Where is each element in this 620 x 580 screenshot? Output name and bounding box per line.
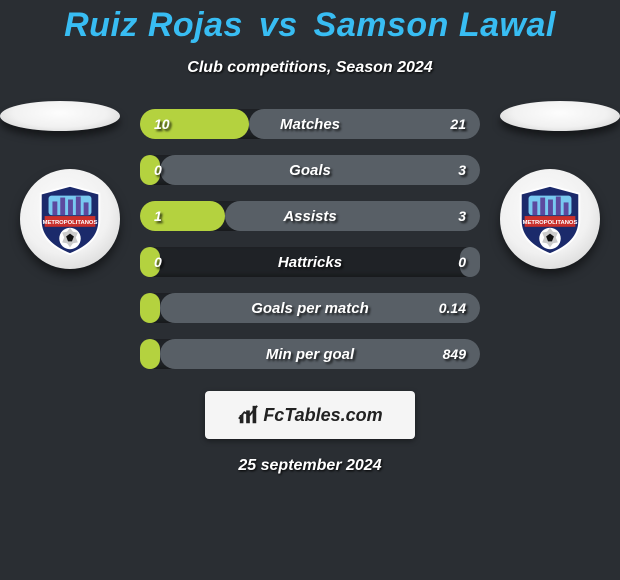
logo-circle-left: METROPOLITANOS (20, 169, 120, 269)
stat-value-left: 0 (154, 162, 162, 178)
stat-value-right: 849 (443, 346, 466, 362)
vs-separator: vs (259, 6, 298, 44)
stat-label: Goals per match (251, 300, 369, 317)
platform-disc-left (0, 101, 120, 131)
stat-label: Matches (280, 116, 340, 133)
stat-value-right: 0.14 (439, 300, 466, 316)
stat-label: Assists (283, 208, 336, 225)
stat-label: Goals (289, 162, 331, 179)
crest-icon: METROPOLITANOS (31, 180, 109, 258)
stat-row: 0.14 Goals per match (140, 293, 480, 323)
date-label: 25 september 2024 (0, 457, 620, 475)
stat-label: Min per goal (266, 346, 354, 363)
comparison-panel: METROPOLITANOS METROPOLITANOS (0, 109, 620, 369)
team-logo-left: METROPOLITANOS (20, 169, 120, 269)
crest-icon: METROPOLITANOS (511, 180, 589, 258)
stat-value-left: 10 (154, 116, 170, 132)
stat-row: 0 0 Hattricks (140, 247, 480, 277)
logo-circle-right: METROPOLITANOS (500, 169, 600, 269)
subtitle: Club competitions, Season 2024 (0, 59, 620, 77)
stat-row: 10 21 Matches (140, 109, 480, 139)
stat-row: 0 3 Goals (140, 155, 480, 185)
stat-value-right: 0 (458, 254, 466, 270)
platform-disc-right (500, 101, 620, 131)
stat-value-right: 3 (458, 162, 466, 178)
brand-text: FcTables.com (263, 405, 382, 426)
stat-bar-left (140, 339, 160, 369)
stat-value-left: 0 (154, 254, 162, 270)
stat-value-left: 1 (154, 208, 162, 224)
stat-value-right: 21 (450, 116, 466, 132)
stat-bar-left (140, 293, 160, 323)
stat-bar-left (140, 201, 225, 231)
team-logo-right: METROPOLITANOS (500, 169, 600, 269)
brand-badge: FcTables.com (205, 391, 415, 439)
stat-row: 1 3 Assists (140, 201, 480, 231)
stat-label: Hattricks (278, 254, 342, 271)
chart-icon (237, 404, 259, 426)
player-left-name: Ruiz Rojas (64, 6, 243, 44)
stat-value-right: 3 (458, 208, 466, 224)
player-right-name: Samson Lawal (314, 6, 556, 44)
stat-bar-right (225, 201, 480, 231)
crest-banner-text: METROPOLITANOS (43, 220, 98, 226)
stat-row: 849 Min per goal (140, 339, 480, 369)
page-title: Ruiz Rojas vs Samson Lawal (0, 0, 620, 45)
crest-banner-text: METROPOLITANOS (523, 220, 578, 226)
stats-list: 10 21 Matches 0 3 Goals 1 3 Assists 0 0 Hattricks 0.… (140, 109, 480, 369)
